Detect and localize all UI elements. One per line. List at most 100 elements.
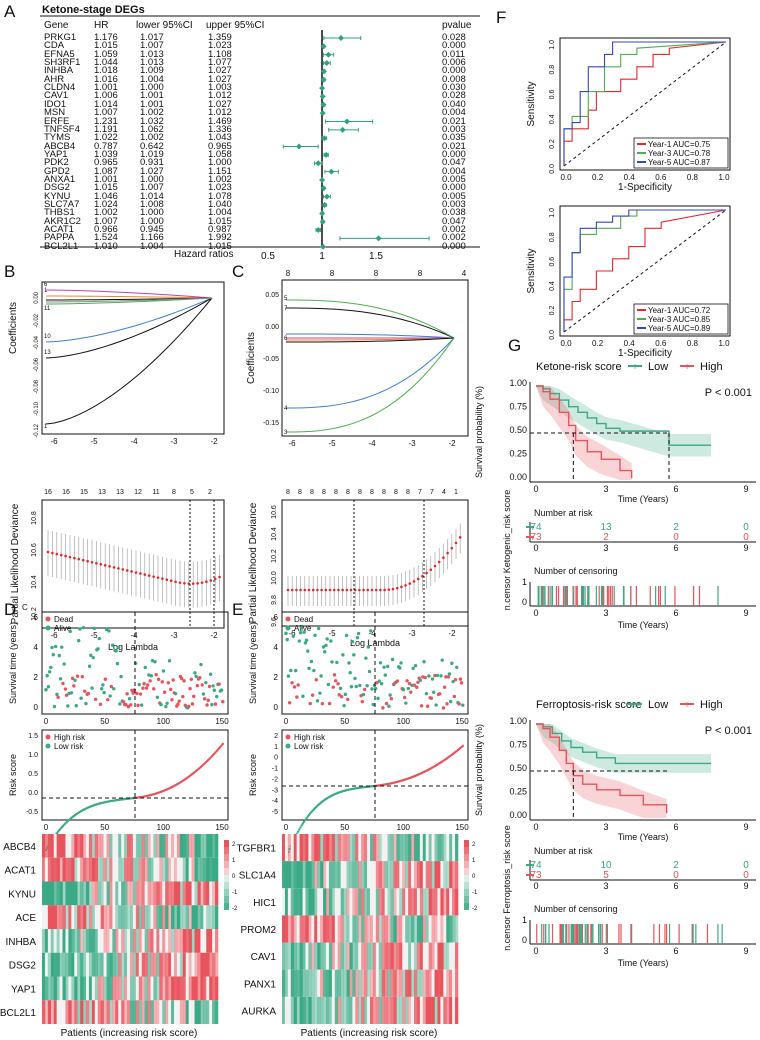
- d-heatmap-cell: [59, 952, 63, 977]
- lasso-b-pld-point: [139, 572, 142, 575]
- lasso-c-coef-line: [285, 337, 455, 433]
- e-surv-point: [448, 699, 453, 704]
- d-heatmap-cell: [138, 905, 143, 929]
- e-heatmap-cell: [370, 942, 374, 970]
- e-heatmap-cell: [364, 915, 368, 943]
- d-surv-point: [101, 683, 105, 687]
- e-heatmap-cell: [367, 834, 371, 862]
- lasso-b-pld-point: [152, 575, 155, 578]
- d-heatmap-gene-label: KYNU: [8, 889, 36, 900]
- e-heatmap-cell: [314, 996, 318, 1024]
- d-heatmap-cell: [124, 929, 128, 953]
- d-heatmap-cell: [156, 976, 160, 1001]
- e-heatmap-cell: [299, 969, 303, 997]
- d-heatmap-cell: [121, 929, 125, 953]
- d-heatmap-cell: [74, 952, 78, 977]
- d-surv-point: [61, 681, 65, 686]
- e-surv-point: [352, 653, 356, 657]
- lasso-c-top-count-pld: 7: [430, 489, 434, 496]
- forest-cell-lower: 0.945: [140, 224, 164, 236]
- d-heatmap-cell: [56, 881, 60, 906]
- forest-cell-p: 0.021: [442, 115, 466, 127]
- d-heatmap-cell: [91, 905, 96, 929]
- d-surv-point: [100, 687, 104, 691]
- d-heatmap-cell: [77, 834, 81, 858]
- e-heatmap-cell: [425, 888, 429, 916]
- d-heatmap-cell: [203, 881, 207, 906]
- e-surv-point: [304, 638, 309, 642]
- d-heatmap-cell: [88, 881, 93, 906]
- d-heatmap-cell: [135, 857, 140, 882]
- e-heatmap-cell: [299, 915, 303, 943]
- forest-cell-upper: 1.992: [208, 232, 232, 244]
- forest-cell-p: 0.004: [442, 165, 466, 177]
- e-surv-point: [413, 663, 418, 668]
- e-heatmap-cell: [443, 888, 447, 916]
- km1-nrisk-xtick: 3: [603, 543, 608, 553]
- e-heatmap-cell: [390, 834, 394, 862]
- forest-cell-upper: 1.469: [208, 115, 232, 127]
- d-heatmap-cell: [203, 976, 207, 1001]
- d-surv-ytick: 4: [34, 643, 39, 652]
- e-heatmap-cell: [375, 996, 380, 1024]
- d-heatmap-cell: [106, 881, 110, 906]
- e-surv-point: [381, 706, 385, 710]
- forest-hr-point: [319, 85, 326, 92]
- km2-ytick: 0.50: [509, 763, 527, 773]
- e-surv-point: [452, 694, 457, 699]
- e-heatmap-cell: [284, 942, 289, 970]
- e-heatmap-cell: [408, 915, 412, 943]
- e-heatmap-cell: [414, 969, 418, 997]
- e-heatmap-cell: [399, 861, 403, 889]
- forest-cell-upper: 1.023: [208, 182, 232, 194]
- e-heatmap-cell: [399, 834, 403, 862]
- lasso-b-pld-point: [73, 556, 76, 560]
- e-heatmap-cell: [411, 915, 415, 943]
- panel-letter-c: C: [232, 262, 245, 281]
- d-heatmap-cell: [132, 952, 137, 977]
- e-surv-point: [310, 693, 315, 697]
- d-heatmap-cell: [212, 834, 216, 858]
- e-surv-point: [390, 657, 395, 662]
- e-surv-point: [346, 697, 350, 702]
- d-heatmap-cell: [171, 881, 175, 906]
- d-surv-point: [86, 691, 91, 696]
- forest-cell-p: 0.003: [442, 123, 466, 135]
- e-surv-point: [333, 679, 338, 683]
- forest-cell-p: 0.002: [442, 224, 466, 236]
- d-heatmap-cell: [53, 929, 57, 953]
- e-heatmap-cell: [293, 861, 297, 889]
- d-heatmap-cell: [80, 952, 84, 977]
- d-heatmap-cell: [121, 834, 125, 858]
- d-surv-xtick: 100: [157, 717, 171, 726]
- e-heatmap-cell: [320, 888, 324, 916]
- e-heatmap-cell: [358, 861, 362, 889]
- d-heatmap-cell: [185, 976, 189, 1001]
- lasso-b-coef-xtick: -3: [170, 437, 178, 446]
- d-heatmap-cell: [103, 976, 107, 1001]
- forest-cell-lower: 1.009: [140, 65, 164, 77]
- km2-ncens-xtick: 6: [673, 946, 678, 956]
- roc-bottom-ytick: 0.6: [549, 257, 556, 267]
- lasso-b-coef-line: [45, 295, 213, 299]
- d-heatmap-cell: [153, 834, 157, 858]
- e-heatmap-cell: [443, 915, 447, 943]
- e-heatmap-cell: [434, 969, 438, 997]
- d-heatmap-cell: [185, 834, 189, 858]
- d-heatmap-legend-cell: [224, 875, 229, 882]
- d-heatmap-cell: [42, 881, 46, 906]
- d-heatmap-cell: [191, 881, 195, 906]
- e-heatmap-cell: [287, 861, 292, 889]
- d-heatmap-cell: [168, 881, 172, 906]
- e-heatmap-legend-cell: [464, 868, 469, 875]
- e-surv-point: [438, 692, 442, 696]
- d-surv-point: [142, 682, 146, 686]
- d-heatmap-cell: [215, 834, 219, 858]
- e-surv-point: [378, 661, 383, 665]
- e-legend-dead: Dead: [294, 615, 313, 624]
- d-surv-point: [79, 696, 83, 700]
- d-surv-point: [87, 664, 92, 668]
- lasso-c-pld-point: [454, 541, 458, 545]
- e-heatmap-cell: [293, 888, 297, 916]
- d-heatmap-cell: [47, 881, 52, 906]
